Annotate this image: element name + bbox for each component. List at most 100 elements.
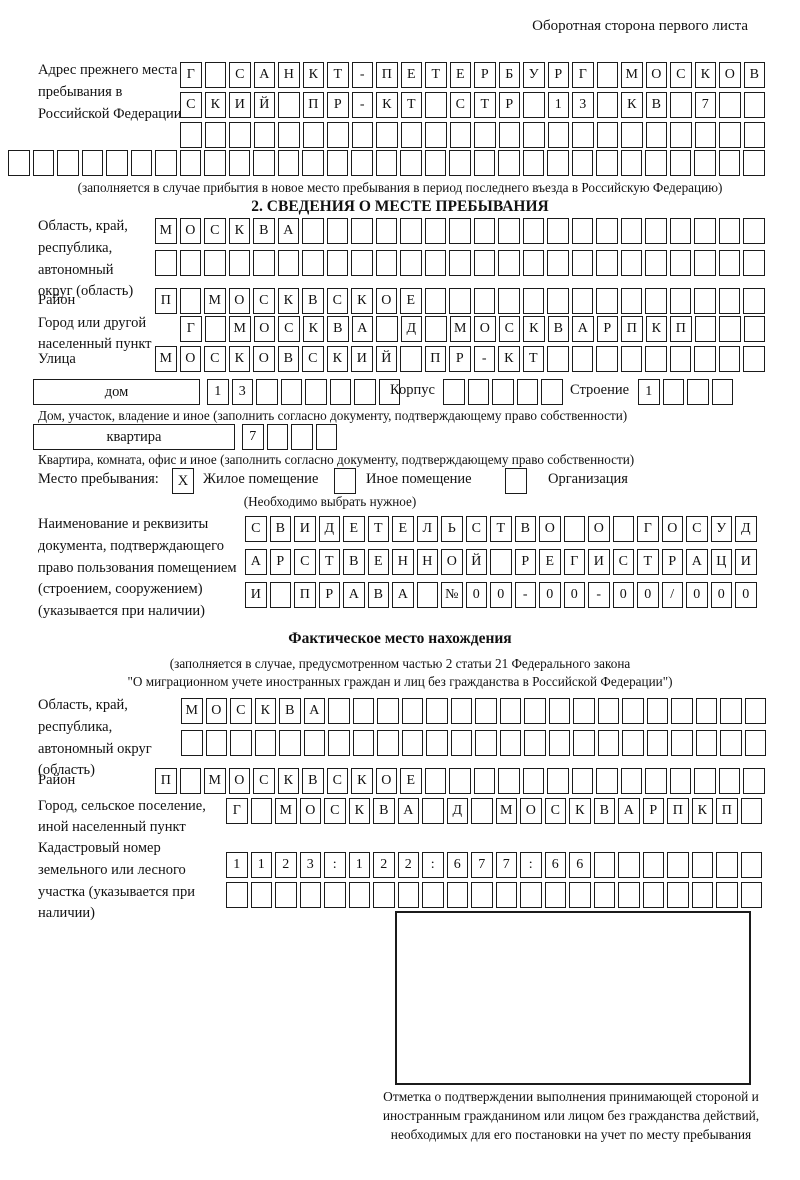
char-box[interactable] — [302, 218, 324, 244]
char-box[interactable]: С — [449, 92, 471, 118]
char-box[interactable] — [522, 768, 544, 794]
char-box[interactable] — [571, 218, 593, 244]
char-box[interactable] — [416, 582, 438, 608]
char-box[interactable] — [669, 288, 691, 314]
char-box[interactable]: Д — [318, 516, 340, 542]
char-box[interactable]: Й — [465, 549, 487, 575]
char-box[interactable] — [716, 882, 738, 908]
char-box[interactable] — [424, 288, 446, 314]
char-box[interactable] — [695, 730, 717, 756]
char-box[interactable]: - — [588, 582, 610, 608]
char-box[interactable]: Р — [327, 92, 349, 118]
stay-type-checkbox-org[interactable] — [505, 468, 527, 494]
char-box[interactable] — [400, 250, 422, 276]
char-box[interactable] — [718, 346, 740, 372]
char-box[interactable] — [547, 346, 569, 372]
char-box[interactable]: Ь — [441, 516, 463, 542]
char-box[interactable] — [475, 698, 497, 724]
char-box[interactable] — [204, 316, 226, 342]
char-box[interactable] — [547, 288, 569, 314]
char-box[interactable]: О — [253, 346, 275, 372]
char-box[interactable] — [743, 288, 765, 314]
char-box[interactable] — [718, 288, 740, 314]
char-box[interactable] — [498, 288, 520, 314]
char-box[interactable]: Е — [400, 62, 422, 88]
char-box[interactable] — [720, 698, 742, 724]
char-box[interactable] — [670, 92, 692, 118]
char-box[interactable] — [612, 516, 634, 542]
char-box[interactable] — [646, 698, 668, 724]
char-box[interactable]: Д — [400, 316, 422, 342]
char-box[interactable]: В — [269, 516, 291, 542]
char-box[interactable]: В — [547, 316, 569, 342]
char-box[interactable] — [155, 150, 177, 176]
char-box[interactable] — [400, 346, 422, 372]
char-box[interactable] — [740, 798, 762, 824]
char-box[interactable]: К — [569, 798, 591, 824]
char-box[interactable]: А — [303, 698, 325, 724]
char-box[interactable]: С — [245, 516, 267, 542]
char-box[interactable]: А — [392, 582, 414, 608]
char-box[interactable]: - — [514, 582, 536, 608]
char-box[interactable]: 1 — [638, 379, 660, 405]
char-box[interactable] — [646, 730, 668, 756]
char-box[interactable] — [547, 150, 569, 176]
char-box[interactable]: 7 — [242, 424, 264, 450]
char-box[interactable]: Е — [400, 288, 422, 314]
char-box[interactable]: П — [424, 346, 446, 372]
char-box[interactable]: А — [245, 549, 267, 575]
char-box[interactable]: 0 — [612, 582, 634, 608]
char-box[interactable]: В — [367, 582, 389, 608]
char-box[interactable] — [645, 288, 667, 314]
char-box[interactable] — [694, 122, 716, 148]
char-box[interactable]: 0 — [686, 582, 708, 608]
char-box[interactable]: Т — [367, 516, 389, 542]
char-box[interactable] — [299, 882, 321, 908]
char-box[interactable] — [743, 218, 765, 244]
char-box[interactable] — [473, 250, 495, 276]
char-box[interactable]: В — [302, 768, 324, 794]
char-box[interactable] — [596, 150, 618, 176]
char-box[interactable]: П — [155, 768, 177, 794]
char-box[interactable] — [81, 150, 103, 176]
char-box[interactable] — [205, 730, 227, 756]
char-box[interactable] — [354, 379, 376, 405]
char-box[interactable]: С — [465, 516, 487, 542]
char-box[interactable] — [490, 549, 512, 575]
char-box[interactable] — [228, 250, 250, 276]
char-box[interactable]: Р — [474, 62, 496, 88]
char-box[interactable] — [328, 730, 350, 756]
char-box[interactable] — [179, 150, 201, 176]
char-box[interactable]: О — [645, 62, 667, 88]
char-box[interactable]: С — [253, 768, 275, 794]
char-box[interactable] — [269, 582, 291, 608]
char-box[interactable]: О — [205, 698, 227, 724]
char-box[interactable]: С — [180, 92, 202, 118]
char-box[interactable]: И — [229, 92, 251, 118]
char-box[interactable] — [375, 218, 397, 244]
char-box[interactable]: Г — [572, 62, 594, 88]
char-box[interactable]: К — [302, 62, 324, 88]
char-box[interactable]: К — [691, 798, 713, 824]
char-box[interactable] — [547, 122, 569, 148]
char-box[interactable] — [687, 379, 709, 405]
char-box[interactable]: С — [324, 798, 346, 824]
char-box[interactable]: Б — [498, 62, 520, 88]
char-box[interactable] — [695, 698, 717, 724]
char-box[interactable]: И — [245, 582, 267, 608]
char-box[interactable] — [475, 730, 497, 756]
char-box[interactable]: Т — [474, 92, 496, 118]
char-box[interactable] — [280, 379, 302, 405]
stay-type-checkbox-inoe[interactable] — [334, 468, 356, 494]
char-box[interactable] — [106, 150, 128, 176]
char-box[interactable]: К — [694, 62, 716, 88]
char-box[interactable]: С — [253, 288, 275, 314]
char-box[interactable]: Е — [367, 549, 389, 575]
char-box[interactable] — [425, 316, 447, 342]
char-box[interactable]: С — [326, 288, 348, 314]
char-box[interactable] — [642, 882, 664, 908]
char-box[interactable]: К — [351, 288, 373, 314]
char-box[interactable] — [278, 92, 300, 118]
char-box[interactable]: О — [661, 516, 683, 542]
char-box[interactable] — [743, 346, 765, 372]
